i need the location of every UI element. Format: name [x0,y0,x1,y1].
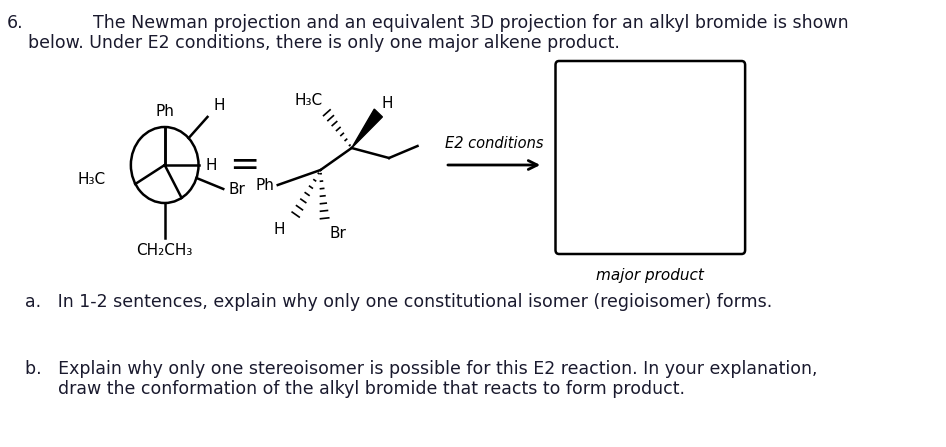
Text: The Newman projection and an equivalent 3D projection for an alkyl bromide is sh: The Newman projection and an equivalent … [94,14,850,32]
Text: E2 conditions: E2 conditions [445,136,543,151]
Text: major product: major product [596,268,704,283]
Text: H: H [273,222,285,237]
Text: H₃C: H₃C [294,93,323,108]
Text: b.   Explain why only one stereoisomer is possible for this E2 reaction. In your: b. Explain why only one stereoisomer is … [25,360,817,378]
Text: Ph: Ph [255,177,274,193]
Text: =: = [230,148,260,182]
Text: Br: Br [329,226,346,241]
Text: below. Under E2 conditions, there is only one major alkene product.: below. Under E2 conditions, there is onl… [28,34,621,52]
Text: a.   In 1-2 sentences, explain why only one constitutional isomer (regioisomer) : a. In 1-2 sentences, explain why only on… [25,293,772,311]
Text: 6.: 6. [8,14,24,32]
FancyBboxPatch shape [555,61,745,254]
Text: Ph: Ph [155,104,174,119]
Text: draw the conformation of the alkyl bromide that reacts to form product.: draw the conformation of the alkyl bromi… [25,380,685,398]
Text: Br: Br [229,182,245,197]
Text: H: H [205,157,218,173]
Text: H₃C: H₃C [78,173,106,187]
Text: CH₂CH₃: CH₂CH₃ [136,243,193,258]
Text: H: H [213,97,225,113]
Polygon shape [352,109,382,148]
Text: H: H [382,96,394,111]
